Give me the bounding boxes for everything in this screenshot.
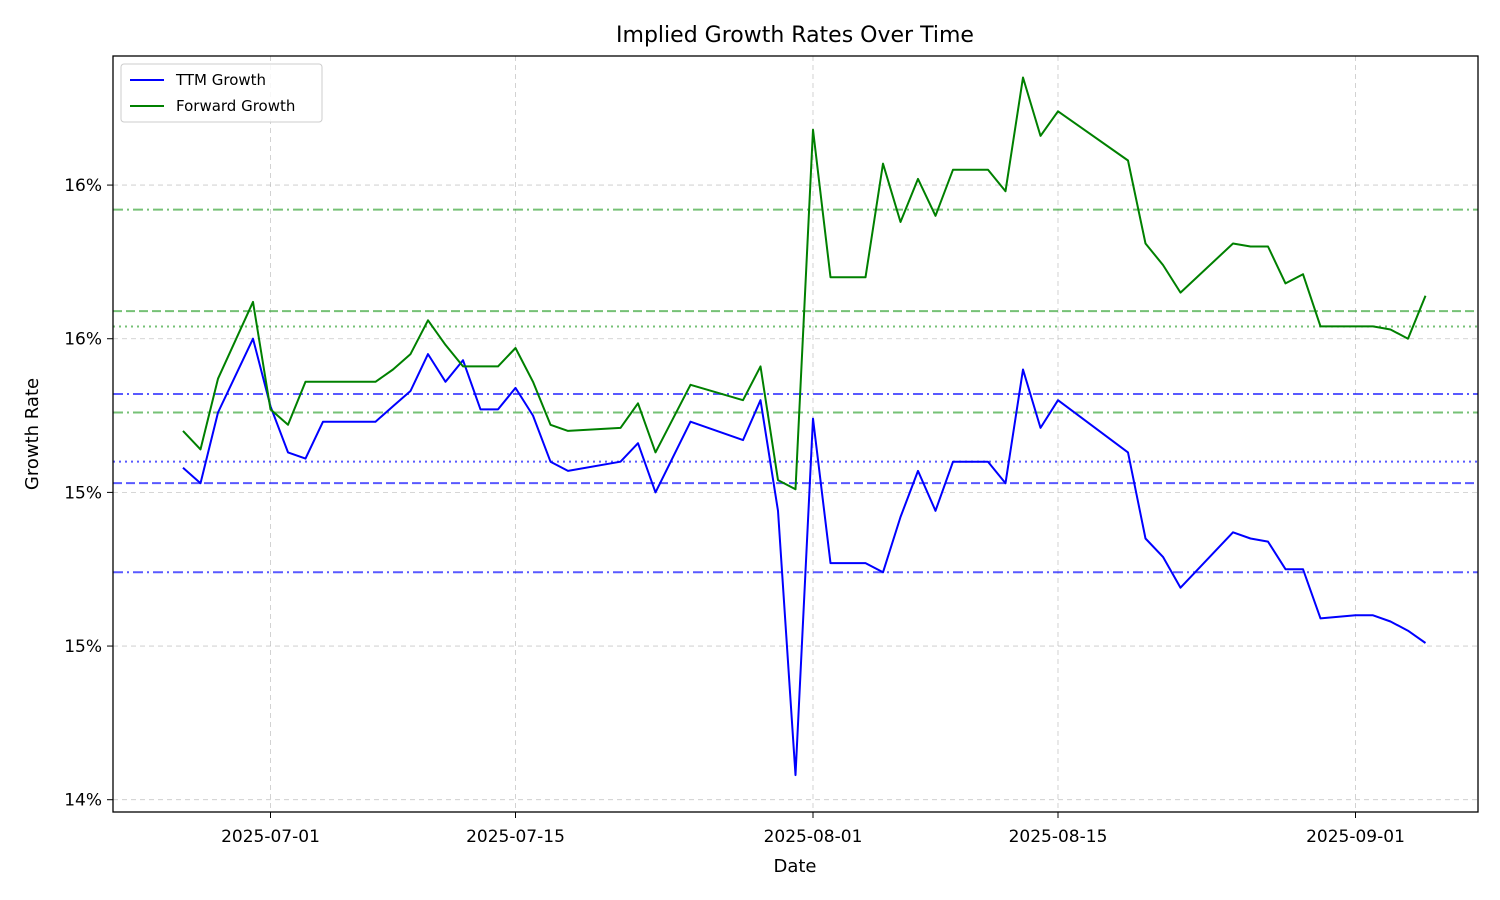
reference-lines <box>113 208 1478 574</box>
chart-title: Implied Growth Rates Over Time <box>616 23 974 48</box>
x-axis-label: Date <box>773 856 816 877</box>
plot-frame <box>112 55 1479 813</box>
y-tick-label: 16% <box>64 330 102 350</box>
forward-growth-line <box>182 76 1427 491</box>
y-tick-label: 14% <box>64 791 102 811</box>
series-lines <box>182 76 1427 777</box>
y-axis-ticks: 14% 15% 15% 16% 16% <box>64 176 113 811</box>
y-tick-label: 15% <box>64 637 102 657</box>
ttm-growth-line <box>182 337 1427 777</box>
x-tick-label: 2025-08-15 <box>1009 827 1108 847</box>
legend-label-ttm: TTM Growth <box>175 71 266 89</box>
y-tick-label: 16% <box>64 176 102 196</box>
legend: TTM Growth Forward Growth <box>120 63 323 123</box>
x-tick-label: 2025-08-01 <box>764 827 863 847</box>
legend-box <box>120 63 323 123</box>
x-axis-ticks: 2025-07-01 2025-07-15 2025-08-01 2025-08-15… <box>221 812 1405 847</box>
y-tick-label: 15% <box>64 483 102 503</box>
x-tick-label: 2025-09-01 <box>1306 827 1405 847</box>
x-tick-label: 2025-07-15 <box>466 827 565 847</box>
x-tick-label: 2025-07-01 <box>221 827 320 847</box>
grid-lines <box>113 56 1478 812</box>
y-axis-label: Growth Rate <box>22 378 43 490</box>
legend-label-forward: Forward Growth <box>176 97 295 115</box>
